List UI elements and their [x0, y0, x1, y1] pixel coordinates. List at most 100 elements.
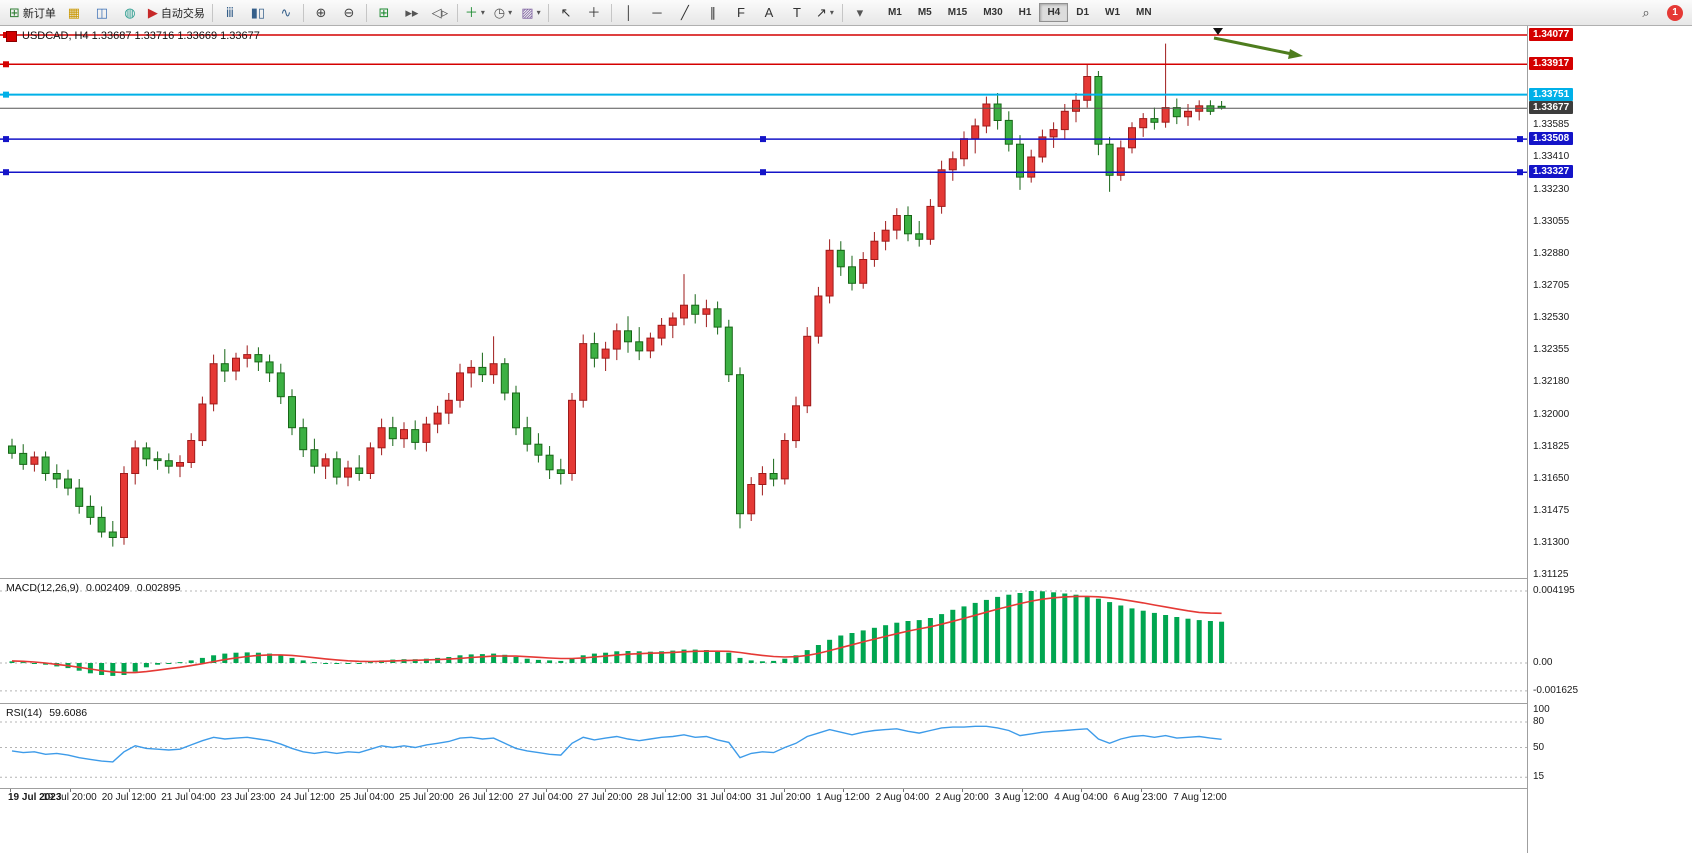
- timeframe-w1-button[interactable]: W1: [1105, 7, 1121, 18]
- trend-arrow-annotation[interactable]: [1213, 36, 1303, 59]
- search-icon: ⌕: [1642, 5, 1650, 20]
- symbol-icon: [6, 30, 17, 42]
- charts-button[interactable]: ▦: [60, 2, 88, 24]
- panel-divider[interactable]: [0, 578, 1692, 579]
- line-chart-button[interactable]: ∿: [272, 2, 300, 24]
- candlesticks[interactable]: [8, 43, 1226, 547]
- more-tools-icon: ▾: [856, 5, 864, 20]
- time-axis-label: 27 Jul 20:00: [577, 792, 633, 803]
- cursor-button[interactable]: ↖: [552, 2, 580, 24]
- rsi-axis-label: 80: [1533, 716, 1545, 727]
- timeframe-m1-button[interactable]: M1: [887, 7, 902, 18]
- timeframe-h1-button[interactable]: H1: [1018, 7, 1032, 18]
- panel-divider[interactable]: [0, 788, 1692, 789]
- horizontal-level-lines[interactable]: [0, 32, 1527, 176]
- time-axis-label: 7 Aug 12:00: [1173, 792, 1227, 803]
- time-axis[interactable]: 19 Jul 2023 19 Jul 20:00 20 Jul 12:00 21 Ju…: [0, 789, 1527, 829]
- arrows-button[interactable]: ↗ ▾: [811, 2, 839, 24]
- time-axis-tick: [307, 789, 309, 792]
- price-scale[interactable]: 1.33585 1.33410 1.33230 1.33055 1.32880 1.327…: [1527, 26, 1692, 853]
- price-axis-label: 1.33230: [1533, 184, 1570, 195]
- trendline-button[interactable]: ╱: [671, 2, 699, 24]
- price-tag: 1.33677: [1529, 101, 1574, 114]
- new-order-button[interactable]: ⊞ 新订单: [5, 2, 60, 24]
- more-tools-button[interactable]: ▾: [846, 2, 874, 24]
- notification-badge[interactable]: 1: [1667, 4, 1683, 21]
- panel-divider[interactable]: [0, 703, 1692, 704]
- macd-panel[interactable]: MACD(12,26,9) 0.002409 0.002895: [0, 579, 1527, 703]
- macd-signal-value: 0.002895: [136, 582, 181, 594]
- rsi-panel[interactable]: RSI(14) 59.6086: [0, 704, 1527, 788]
- periods-icon: ◷: [493, 5, 506, 20]
- time-axis-tick: [605, 789, 606, 792]
- time-axis-label: 19 Jul 2023: [8, 792, 62, 803]
- time-axis-label: 25 Jul 20:00: [399, 792, 454, 803]
- label-button[interactable]: T: [783, 2, 811, 24]
- price-axis-label: 1.33585: [1533, 119, 1570, 130]
- time-axis-tick: [1021, 789, 1023, 792]
- timeframe-m5-button[interactable]: M5: [917, 7, 932, 18]
- price-axis-label: 1.31125: [1533, 569, 1569, 580]
- search-button[interactable]: ⌕: [1632, 2, 1660, 24]
- zoom-out-button[interactable]: ⊖: [335, 2, 363, 24]
- timeframe-h4-button[interactable]: H4: [1039, 3, 1069, 22]
- rsi-label: RSI(14) 59.6086: [6, 707, 87, 719]
- navigator-button[interactable]: ◍: [116, 2, 144, 24]
- macd-axis-label: 0.00: [1533, 657, 1553, 668]
- text-button[interactable]: A: [755, 2, 783, 24]
- price-axis-label: 1.32000: [1533, 409, 1570, 420]
- candlestick-chart[interactable]: [0, 26, 1527, 578]
- market-watch-button[interactable]: ◫: [88, 2, 116, 24]
- templates-button[interactable]: ▨ ▾: [517, 2, 545, 24]
- price-axis-label: 1.33410: [1533, 151, 1570, 162]
- zoom-in-button[interactable]: ⊕: [307, 2, 335, 24]
- macd-chart[interactable]: [0, 579, 1527, 703]
- time-axis-label: 19 Jul 20:00: [42, 792, 97, 803]
- cursor-icon: ↖: [560, 5, 572, 20]
- macd-label: MACD(12,26,9) 0.002409 0.002895: [6, 582, 181, 594]
- time-axis-tick: [367, 789, 368, 792]
- indicators-button[interactable]: ＋ ▾: [461, 2, 489, 24]
- time-axis-label: 24 Jul 12:00: [280, 792, 335, 803]
- main-chart-panel[interactable]: USDCAD, H4 1.33687 1.33716 1.33669 1.336…: [0, 26, 1527, 578]
- timeframe-m15-button[interactable]: M15: [947, 7, 968, 18]
- chart-region: USDCAD, H4 1.33687 1.33716 1.33669 1.336…: [0, 26, 1692, 853]
- dropdown-caret-icon: ▾: [480, 8, 485, 17]
- rsi-axis-label: 100: [1533, 704, 1550, 715]
- vertical-line-button[interactable]: │: [615, 2, 643, 24]
- macd-main-value: 0.002409: [85, 582, 130, 594]
- rsi-name: RSI(14): [6, 707, 43, 719]
- time-axis-label: 21 Jul 04:00: [161, 792, 216, 803]
- crosshair-button[interactable]: ＋: [580, 2, 608, 24]
- price-tag: 1.33751: [1529, 88, 1574, 101]
- chart-shift-button[interactable]: ◁▹: [426, 2, 454, 24]
- timeframe-toolbar: M1 M5 M15 M30 H1 H4 D1 W1 MN: [880, 3, 1160, 22]
- time-axis-tick: [664, 789, 666, 792]
- toolbar-left: ⊞ 新订单 ▦ ◫ ◍ ▶ 自动交易 ⅲ ▮▯ ∿ ⊕ ⊖ ⊞ ▸▸ ◁▹ ＋ ▾ ◷ ▾ ▨ ▾ ↖ ＋ │ ─ ╱ ∥ F A T ↗ ▾…: [5, 2, 874, 24]
- candlestick-chart-icon: ▮▯: [250, 5, 266, 20]
- time-axis-tick: [843, 789, 844, 792]
- candlestick-chart-button[interactable]: ▮▯: [244, 2, 272, 24]
- price-axis-label: 1.32530: [1533, 312, 1570, 323]
- channel-button[interactable]: ∥: [699, 2, 727, 24]
- bar-chart-button[interactable]: ⅲ: [216, 2, 244, 24]
- timeframe-mn-button[interactable]: MN: [1136, 7, 1152, 18]
- fibonacci-button[interactable]: F: [727, 2, 755, 24]
- time-axis-label: 28 Jul 12:00: [637, 792, 692, 803]
- new-order-icon: ⊞: [9, 5, 20, 20]
- toolbar-separator: [302, 3, 304, 22]
- zoom-in-icon: ⊕: [315, 5, 327, 20]
- autotrading-button[interactable]: ▶ 自动交易: [144, 2, 209, 24]
- periods-button[interactable]: ◷ ▾: [489, 2, 517, 24]
- timeframe-d1-button[interactable]: D1: [1076, 7, 1090, 18]
- toolbar-right: ⌕ 1: [1632, 2, 1687, 24]
- timeframe-m30-button[interactable]: M30: [983, 7, 1003, 18]
- tile-windows-button[interactable]: ⊞: [370, 2, 398, 24]
- time-axis-tick: [902, 789, 904, 792]
- toolbar: ⊞ 新订单 ▦ ◫ ◍ ▶ 自动交易 ⅲ ▮▯ ∿ ⊕ ⊖ ⊞ ▸▸ ◁▹ ＋ ▾ ◷ ▾ ▨ ▾ ↖ ＋ │ ─ ╱ ∥ F A T ↗ ▾…: [0, 0, 1692, 26]
- rsi-chart[interactable]: [0, 704, 1527, 788]
- auto-scroll-button[interactable]: ▸▸: [398, 2, 426, 24]
- rsi-axis-label: 50: [1533, 742, 1545, 753]
- macd-axis-label: -0.001625: [1533, 685, 1579, 696]
- horizontal-line-button[interactable]: ─: [643, 2, 671, 24]
